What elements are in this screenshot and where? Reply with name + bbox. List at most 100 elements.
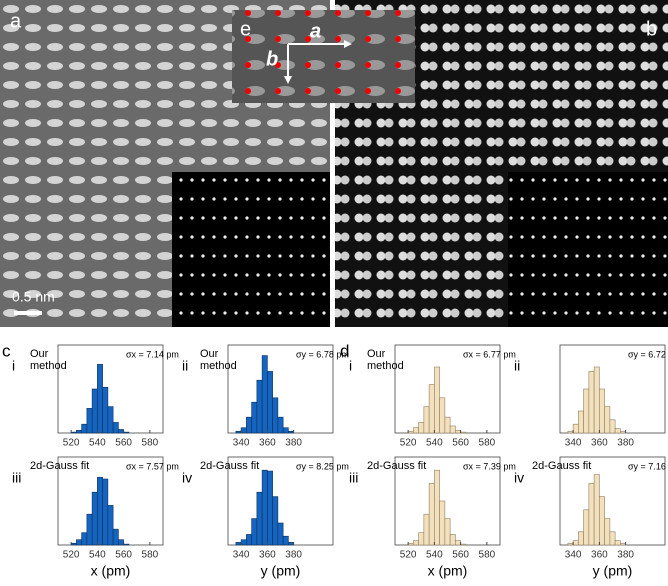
inset-e [232, 10, 415, 103]
chart-label: Our method [367, 348, 404, 372]
bar [407, 430, 414, 434]
bar [444, 416, 451, 434]
bar [423, 513, 430, 546]
bar [428, 384, 435, 434]
x-tick-label: 540 [89, 438, 106, 449]
bar [614, 428, 621, 434]
bar [620, 542, 626, 546]
panel-numeral: iv [514, 470, 524, 486]
bar [81, 423, 88, 434]
chart-label-text: 2d-Gauss fit [30, 460, 90, 472]
x-tick-label: 540 [426, 550, 443, 561]
x-tick-label: 340 [233, 550, 250, 561]
bar [434, 366, 440, 434]
bar [455, 540, 461, 546]
bar [107, 505, 114, 546]
arrow-head [344, 40, 352, 48]
chart-label: 2d-Gauss fit [367, 460, 426, 472]
bar [246, 534, 252, 546]
bar [107, 406, 114, 434]
x-tick-label: 560 [452, 438, 469, 449]
panel-label: b [646, 18, 657, 40]
x-tick-label: 380 [285, 550, 302, 561]
bar [267, 371, 273, 434]
panel-label: c [2, 341, 11, 360]
bar [256, 379, 263, 434]
bar [604, 518, 611, 546]
panel-numeral: iii [12, 470, 21, 486]
x-tick-label: 380 [285, 438, 302, 449]
bar [593, 366, 600, 434]
x-tick-label: 540 [426, 438, 443, 449]
bar [609, 531, 616, 546]
bar [86, 513, 93, 546]
panel-numeral: i [349, 358, 352, 374]
bar [235, 542, 242, 546]
bar [123, 543, 130, 546]
panel-label: e [240, 18, 251, 40]
x-tick-label: 580 [142, 438, 159, 449]
panel-numeral: i [12, 358, 15, 374]
x-tick-label: 520 [400, 438, 417, 449]
bar [86, 408, 93, 434]
bar [439, 500, 446, 546]
bar [455, 430, 461, 434]
bar [460, 431, 467, 434]
x-tick-label: 520 [63, 438, 80, 449]
x-axis-label: y (pm) [261, 563, 301, 579]
x-tick-label: 580 [479, 438, 496, 449]
bar [272, 496, 279, 546]
panel-numeral: ii [514, 358, 520, 374]
bar [449, 425, 456, 434]
x-tick-label: 380 [617, 550, 634, 561]
bar [277, 416, 284, 434]
bar [614, 540, 621, 546]
x-tick-label: 520 [63, 550, 80, 561]
bar [261, 355, 268, 434]
x-tick-label: 360 [591, 550, 608, 561]
bar [418, 422, 425, 434]
x-tick-label: 580 [479, 550, 496, 561]
chart-label-text: Our method [30, 348, 67, 372]
bar [123, 431, 130, 434]
bar [76, 430, 82, 434]
bar [70, 542, 77, 546]
bar [235, 430, 242, 434]
chart-label: 2d-Gauss fit [532, 460, 592, 472]
chart-label: 2d-Gauss fit [30, 460, 90, 472]
bar [413, 540, 419, 546]
x-tick-label: 360 [259, 438, 276, 449]
x-tick-label: 340 [565, 550, 582, 561]
bar [620, 430, 626, 434]
x-tick-label: 520 [400, 550, 417, 561]
x-tick-label: 560 [115, 438, 132, 449]
bar [97, 364, 103, 434]
chart-label-text: Our method [200, 348, 237, 372]
bar [572, 423, 579, 434]
bar [288, 542, 294, 546]
bar [112, 528, 119, 546]
x-tick-label: 580 [142, 550, 159, 561]
bar [102, 386, 109, 434]
bar [588, 371, 595, 434]
chart-label: Our method [200, 348, 237, 372]
x-tick-label: 340 [565, 438, 582, 449]
bar [583, 509, 590, 546]
plot-frame [559, 344, 666, 434]
chart-label-text: 2d-Gauss fit [532, 460, 592, 472]
sigma-annotation: σy = 6.72 pm [628, 349, 668, 359]
x-tick-label: 340 [233, 438, 250, 449]
bar [81, 532, 88, 546]
x-axis-label: y (pm) [593, 563, 633, 579]
bar [282, 427, 289, 434]
bar [418, 532, 425, 546]
vector-label: b [266, 48, 278, 70]
panel-label: a [10, 10, 22, 32]
bar [256, 491, 263, 546]
x-tick-label: 380 [617, 438, 634, 449]
x-tick-label: 560 [115, 550, 132, 561]
panel-numeral: ii [182, 358, 188, 374]
chart-label: 2d-Gauss fit [200, 460, 259, 472]
chart-label-text: Our method [367, 348, 404, 372]
arrow-head [284, 76, 292, 84]
